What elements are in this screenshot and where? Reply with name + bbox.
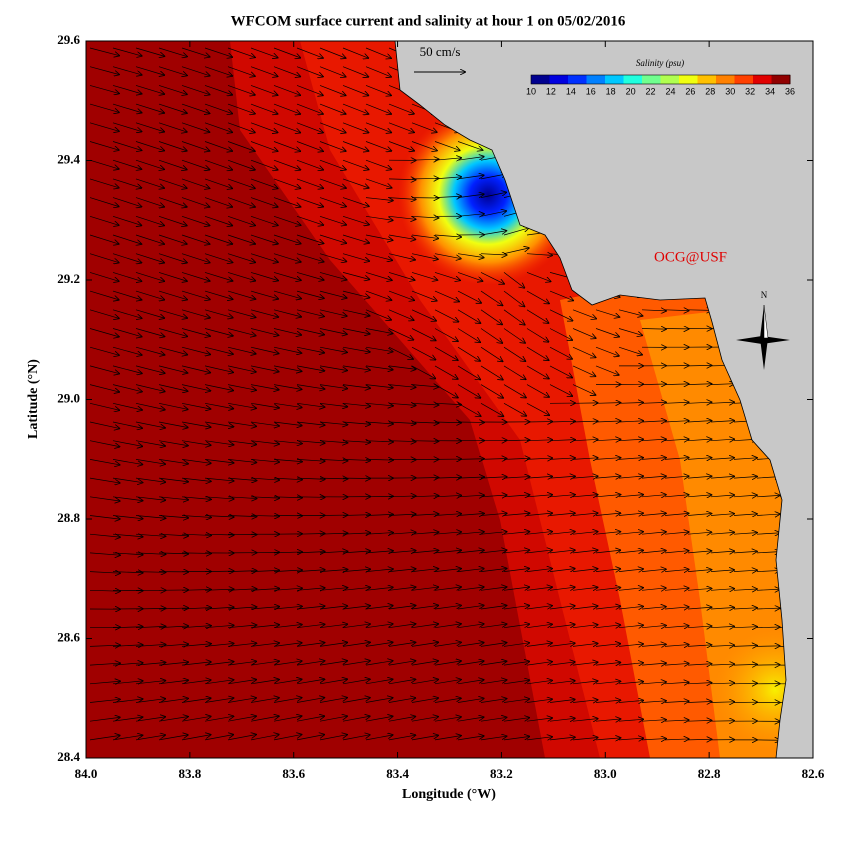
colorbar-tick-label: 16 — [586, 86, 596, 96]
colorbar-tick-label: 36 — [785, 86, 795, 96]
colorbar-swatch — [531, 75, 550, 84]
y-tick-label: 29.0 — [57, 390, 80, 405]
colorbar-swatch — [642, 75, 661, 84]
colorbar-title: Salinity (psu) — [636, 58, 684, 68]
y-tick-label: 28.6 — [57, 629, 80, 644]
chart-title: WFCOM surface current and salinity at ho… — [231, 13, 626, 29]
colorbar-tick-label: 10 — [526, 86, 536, 96]
colorbar-swatch — [550, 75, 569, 84]
x-tick-label: 83.6 — [282, 766, 305, 781]
y-tick-label: 29.4 — [57, 151, 80, 166]
y-axis-label: Latitude (°N) — [26, 359, 41, 439]
colorbar-swatch — [605, 75, 624, 84]
colorbar-swatch — [679, 75, 698, 84]
colorbar-swatch — [698, 75, 717, 84]
colorbar-swatch — [716, 75, 735, 84]
colorbar-swatch — [661, 75, 680, 84]
x-tick-label: 82.6 — [802, 766, 825, 781]
colorbar-tick-label: 28 — [705, 86, 715, 96]
x-axis-label: Longitude (°W) — [402, 787, 496, 802]
colorbar-tick-label: 34 — [765, 86, 775, 96]
colorbar-tick-label: 22 — [646, 86, 656, 96]
x-tick-label: 83.0 — [594, 766, 617, 781]
colorbar-swatch — [587, 75, 606, 84]
colorbar-tick-label: 24 — [665, 86, 675, 96]
x-tick-label: 82.8 — [698, 766, 721, 781]
colorbar-swatch — [753, 75, 772, 84]
y-tick-label: 28.4 — [57, 749, 80, 764]
colorbar-swatch — [772, 75, 791, 84]
colorbar-tick-label: 20 — [626, 86, 636, 96]
x-tick-label: 83.8 — [178, 766, 201, 781]
compass-label: N — [761, 290, 768, 300]
colorbar-tick-label: 30 — [725, 86, 735, 96]
annotation: OCG@USF — [654, 249, 727, 265]
x-tick-label: 83.4 — [386, 766, 409, 781]
vector-scale-label: 50 cm/s — [420, 44, 461, 59]
y-tick-label: 29.6 — [57, 32, 80, 47]
x-tick-label: 83.2 — [490, 766, 513, 781]
colorbar-tick-label: 18 — [606, 86, 616, 96]
colorbar-tick-label: 12 — [546, 86, 556, 96]
x-tick-label: 84.0 — [75, 766, 98, 781]
colorbar-swatch — [624, 75, 643, 84]
colorbar-tick-label: 14 — [566, 86, 576, 96]
colorbar-swatch — [735, 75, 754, 84]
y-tick-label: 28.8 — [57, 510, 80, 525]
y-tick-label: 29.2 — [57, 271, 80, 286]
colorbar-swatch — [568, 75, 587, 84]
colorbar-tick-label: 26 — [685, 86, 695, 96]
colorbar-tick-label: 32 — [745, 86, 755, 96]
